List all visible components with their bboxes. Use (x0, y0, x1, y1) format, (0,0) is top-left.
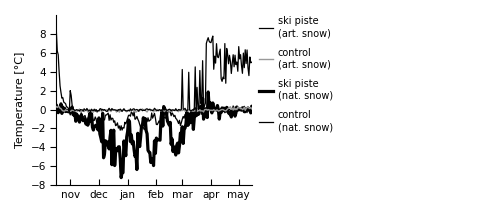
Legend: ski piste
(art. snow), control
(art. snow), ski piste
(nat. snow), control
(nat.: ski piste (art. snow), control (art. sno… (258, 17, 333, 132)
Y-axis label: Temperature [°C]: Temperature [°C] (15, 52, 25, 148)
